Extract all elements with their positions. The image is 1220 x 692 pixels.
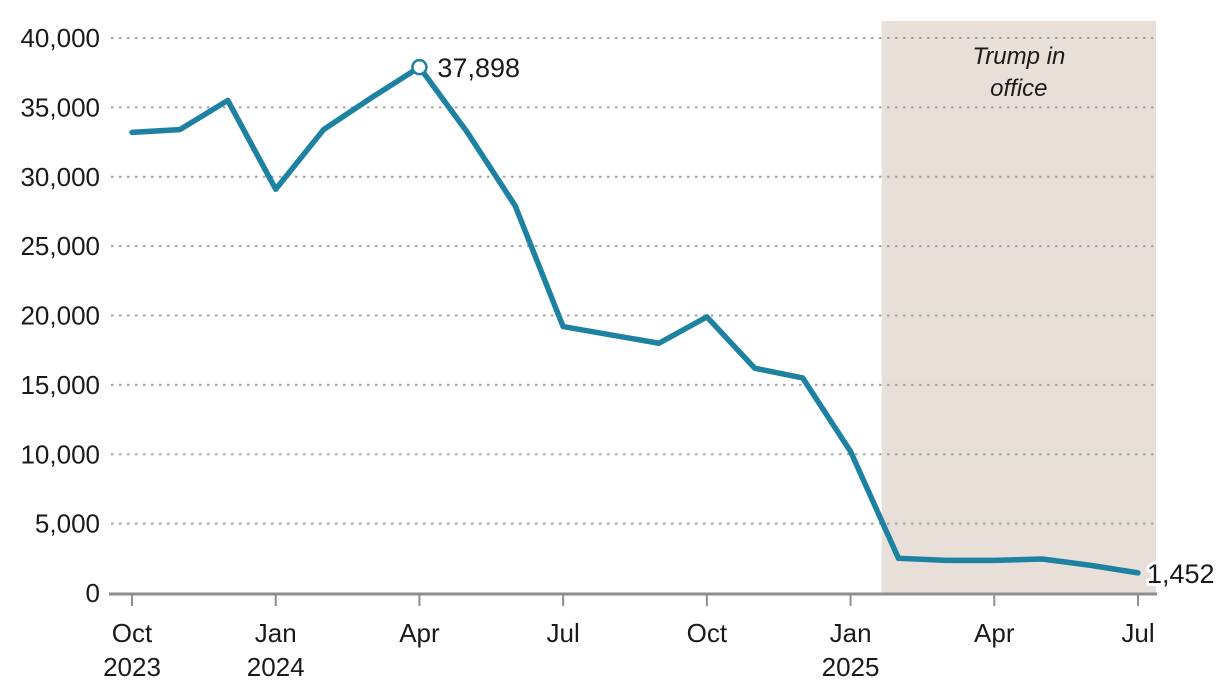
y-axis-tick-label: 20,000 [20,301,100,331]
peak-marker-circle [411,58,428,76]
y-axis-tick-label: 35,000 [20,92,100,122]
y-axis-labels-group: 40,000 35,000 30,000 25,000 20,000 15,000 10,0… [20,23,100,608]
x-axis-tick-label: Oct [687,618,728,648]
y-axis-tick-label: 25,000 [20,231,100,261]
x-axis-tick-label: Jan [830,618,872,648]
y-axis-tick-label: 40,000 [20,23,100,53]
y-axis-tick-label: 15,000 [20,370,100,400]
y-axis-tick-label: 5,000 [35,509,100,539]
region-label-line-2: office [990,75,1047,102]
x-axis-group: Oct 2023 Jan 2024 Apr Jul Oct Jan 2025 Apr Jul [103,592,1157,682]
x-axis-tick-label: Oct [112,618,153,648]
data-line [129,64,1141,576]
x-axis-tick-label: Jul [547,618,580,648]
x-axis-year-label: 2025 [822,652,880,682]
y-axis-tick-label: 10,000 [20,439,100,469]
x-axis-tick-label: Apr [974,618,1015,648]
x-axis-year-label: 2023 [103,652,161,682]
x-axis-year-label: 2024 [247,652,305,682]
x-axis-tick-label: Jan [255,618,297,648]
x-axis-tick-label: Apr [399,618,440,648]
y-axis-tick-label: 30,000 [20,162,100,192]
peak-value-label: 37,898 [437,53,520,83]
last-value-label: 1,452 [1147,559,1215,589]
x-axis-tick-label: Jul [1121,618,1154,648]
region-highlight [881,21,1156,594]
region-label-line-1: Trump in [972,43,1065,70]
gridlines-group [111,37,1156,525]
y-axis-tick-label: 0 [86,578,100,608]
